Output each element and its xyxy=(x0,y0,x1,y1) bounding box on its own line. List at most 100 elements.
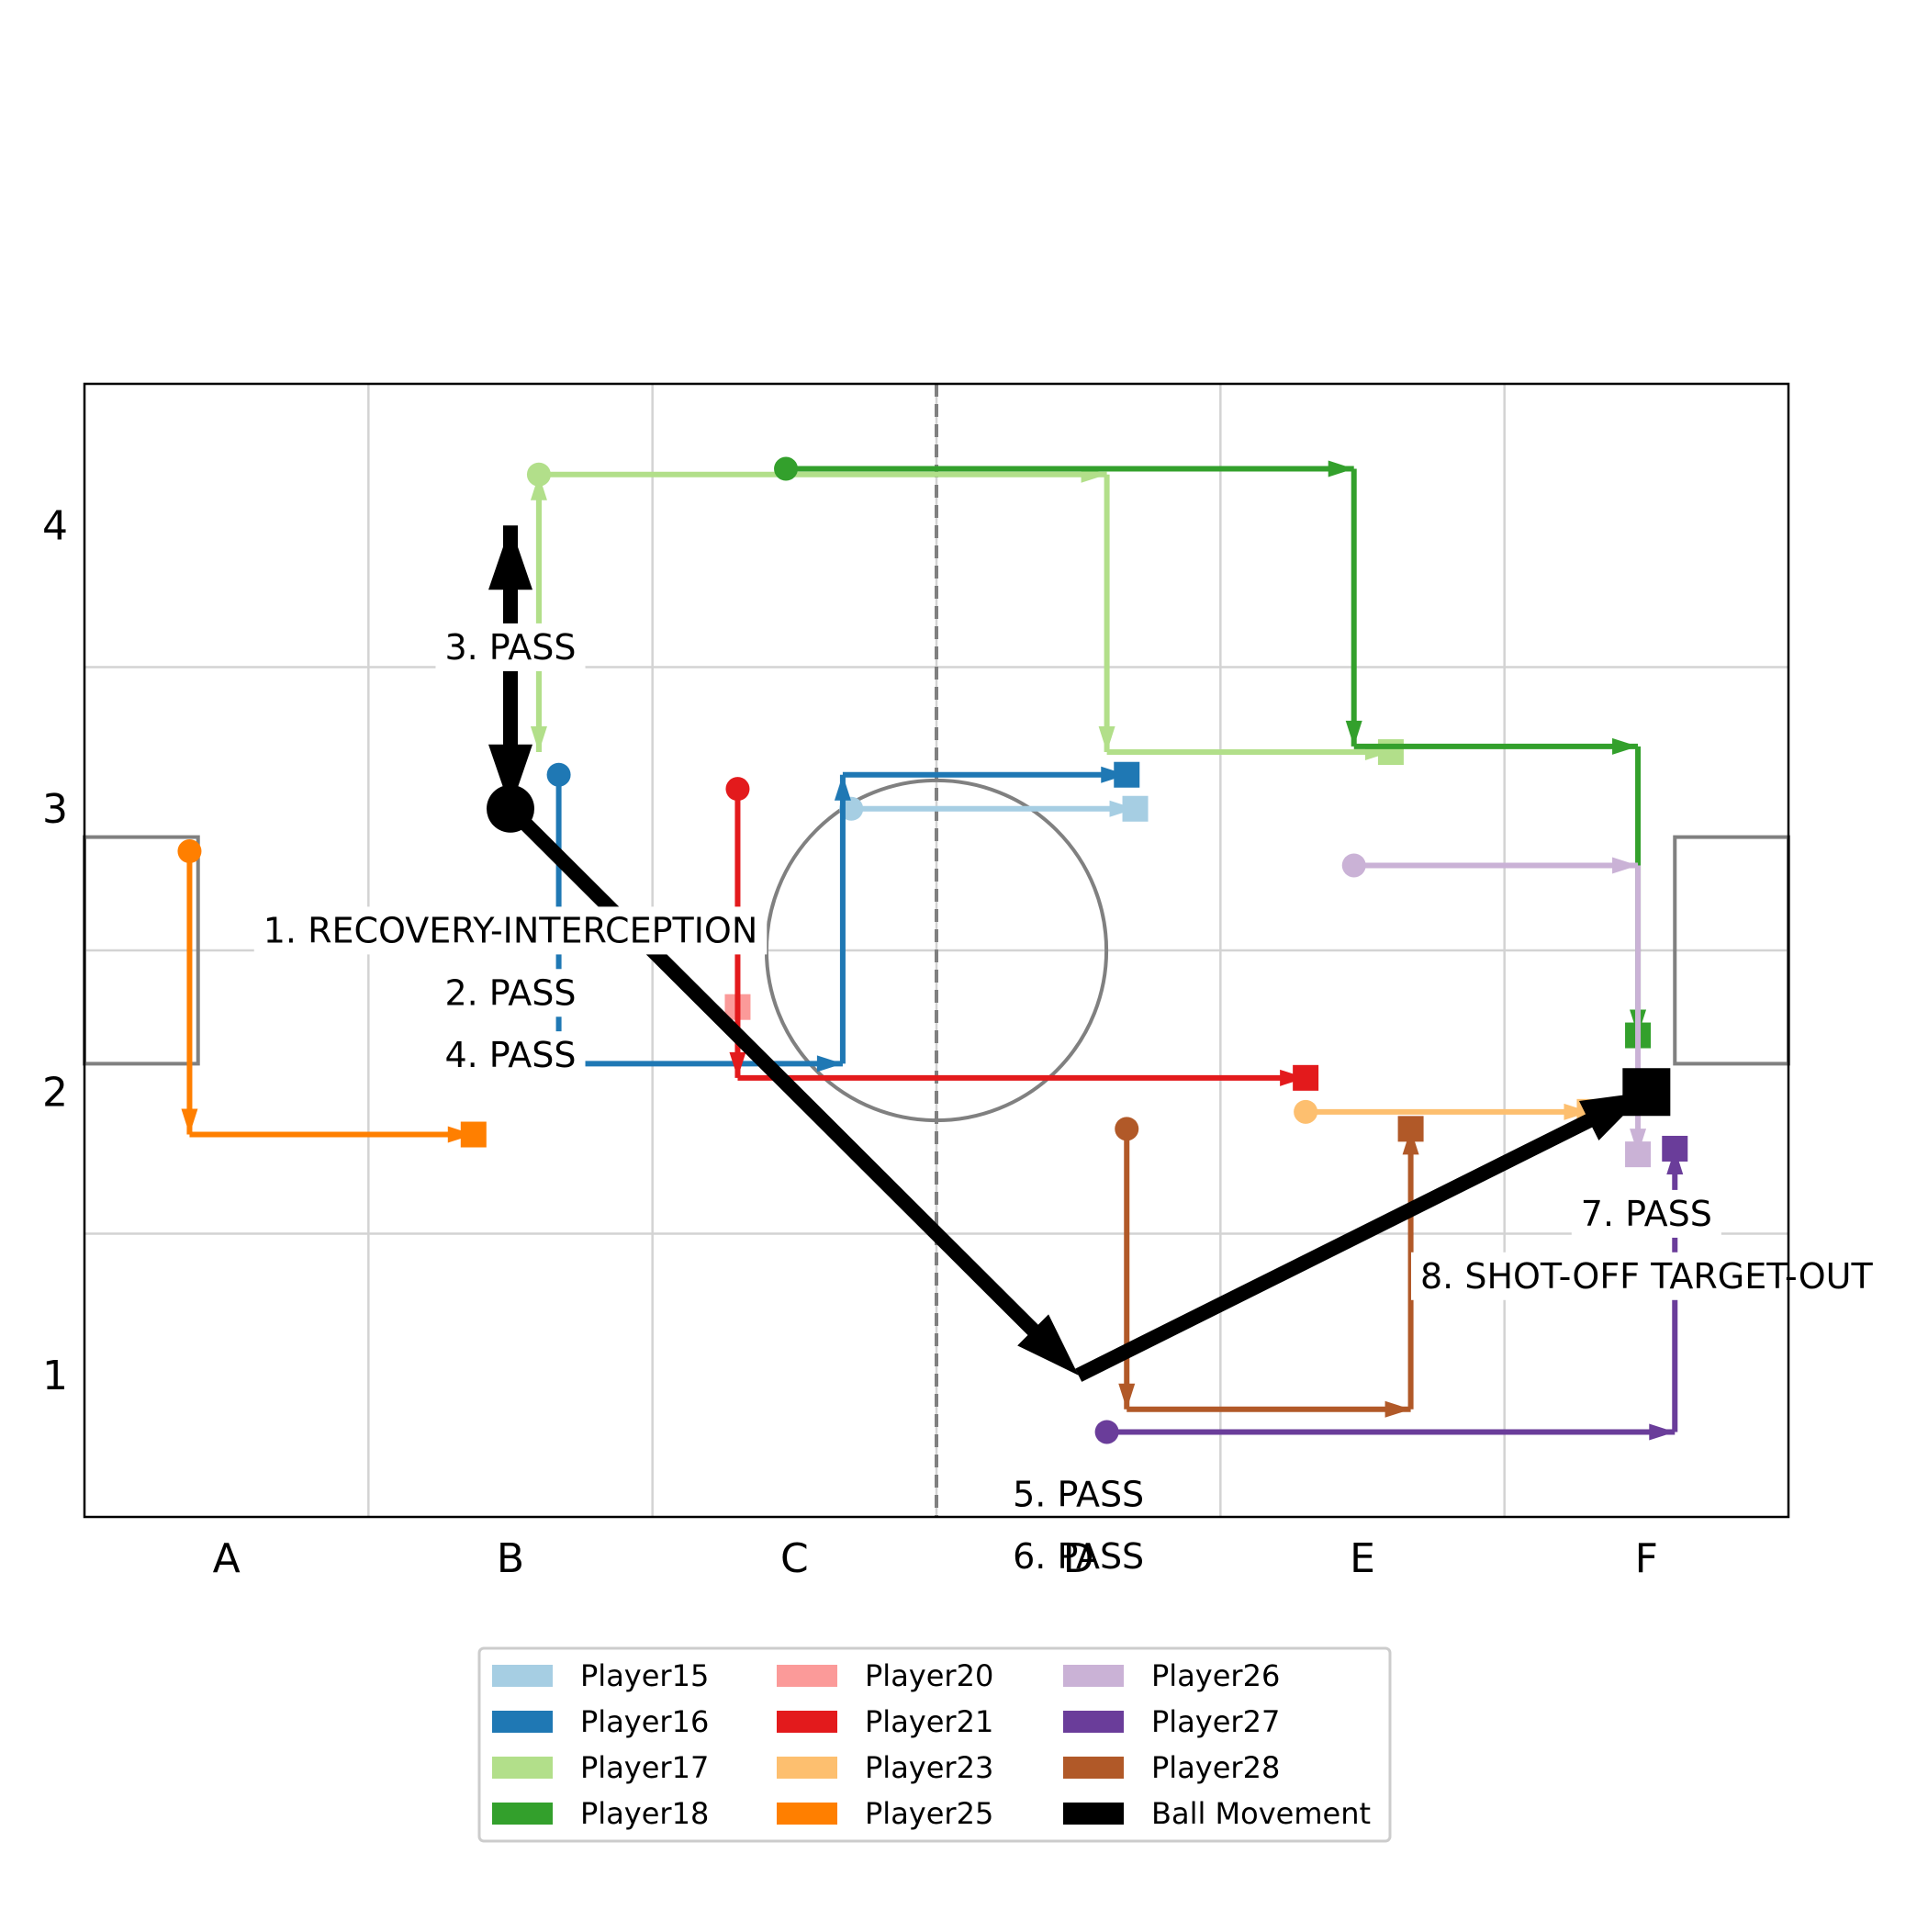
legend-label: Player25 xyxy=(865,1796,993,1831)
movement-arrowhead xyxy=(1098,726,1115,753)
y-tick-label: 3 xyxy=(42,786,68,833)
movement-arrowhead xyxy=(1345,720,1362,747)
legend-swatch xyxy=(1063,1757,1124,1779)
movement-arrowhead xyxy=(1612,857,1639,874)
track-player25 xyxy=(177,839,487,1148)
x-tick-label: B xyxy=(497,1535,524,1582)
event-label: 5. PASS xyxy=(1013,1474,1144,1514)
legend-label: Player20 xyxy=(865,1658,993,1693)
movement-arrowhead xyxy=(1649,1423,1676,1441)
event-label-box: 3. PASS xyxy=(435,623,586,671)
legend-swatch xyxy=(1063,1803,1124,1825)
legend-label: Player16 xyxy=(580,1704,709,1739)
legend-swatch xyxy=(777,1665,837,1687)
event-label: 4. PASS xyxy=(444,1035,576,1075)
y-tick-label: 1 xyxy=(42,1353,68,1399)
movement-arrowhead xyxy=(1118,1383,1136,1410)
ball-end-marker xyxy=(1622,1068,1671,1117)
movement-arrowhead xyxy=(1328,460,1354,477)
player-movements xyxy=(177,456,1688,1444)
legend-entry-player28: Player28 xyxy=(1063,1750,1280,1785)
legend-entry-player17: Player17 xyxy=(492,1750,709,1785)
start-marker xyxy=(1115,1117,1139,1141)
movement-arrowhead xyxy=(834,774,851,801)
event-label: 7. PASS xyxy=(1581,1194,1712,1234)
movement-arrowhead xyxy=(816,1055,843,1073)
event-label-background xyxy=(435,969,586,1017)
legend-entry-player20: Player20 xyxy=(777,1658,993,1693)
event-label: 6. PASS xyxy=(1013,1536,1144,1577)
legend-entry-player25: Player25 xyxy=(777,1796,993,1831)
end-marker xyxy=(1122,795,1149,822)
event-label-box: 1. RECOVERY-INTERCEPTION xyxy=(253,906,768,955)
track-player15 xyxy=(839,795,1149,822)
legend-entry-player27: Player27 xyxy=(1063,1704,1280,1739)
start-marker xyxy=(546,762,571,787)
legend-swatch xyxy=(777,1803,837,1825)
legend-swatch xyxy=(492,1757,553,1779)
ball-pass-line xyxy=(1075,1101,1618,1382)
legend-swatch xyxy=(777,1757,837,1779)
legend-label: Player21 xyxy=(865,1704,993,1739)
track-player21 xyxy=(725,777,1319,1091)
legend-label: Player23 xyxy=(865,1750,993,1785)
event-label-box: 8. SHOT-OFF TARGET-OUT xyxy=(1410,1252,1883,1300)
axis-ticks: A B C D E F 1 2 3 4 xyxy=(42,502,1658,1582)
event-label-box: 2. PASS xyxy=(435,969,586,1017)
end-marker xyxy=(1397,1116,1424,1142)
x-tick-label: D xyxy=(1063,1535,1094,1582)
event-label-background xyxy=(1003,1533,1154,1581)
x-tick-label: F xyxy=(1635,1535,1658,1582)
event-label-box: 4. PASS xyxy=(435,1031,586,1080)
event-label-background xyxy=(435,623,586,671)
end-marker xyxy=(460,1121,487,1148)
movement-arrowhead xyxy=(1612,737,1639,755)
track-player17 xyxy=(526,462,1404,766)
event-label-background xyxy=(253,906,768,955)
movement-arrowhead xyxy=(530,474,547,500)
y-tick-label: 4 xyxy=(42,502,68,549)
start-marker xyxy=(1094,1420,1119,1444)
end-marker xyxy=(1625,1141,1652,1168)
event-label-background xyxy=(435,1031,586,1080)
x-tick-label: E xyxy=(1350,1535,1375,1582)
legend-label: Player27 xyxy=(1151,1704,1280,1739)
legend-swatch xyxy=(1063,1711,1124,1733)
event-label-background xyxy=(1571,1189,1721,1238)
y-tick-label: 2 xyxy=(42,1069,68,1116)
legend-entry-ball-movement: Ball Movement xyxy=(1063,1796,1371,1831)
x-tick-label: C xyxy=(780,1535,809,1582)
legend-label: Ball Movement xyxy=(1151,1796,1371,1831)
end-marker xyxy=(1377,739,1404,766)
event-label-background xyxy=(1003,1470,1154,1519)
event-label: 1. RECOVERY-INTERCEPTION xyxy=(263,910,758,950)
movement-arrowhead xyxy=(181,1108,198,1135)
end-marker xyxy=(1662,1135,1688,1162)
start-marker xyxy=(526,462,551,487)
movement-arrowhead xyxy=(729,1051,746,1078)
legend-label: Player28 xyxy=(1151,1750,1280,1785)
axes-frame xyxy=(83,382,1790,1519)
track-player23 xyxy=(1294,1098,1603,1125)
legend-entry-player18: Player18 xyxy=(492,1796,709,1831)
event-label-box: 6. PASS xyxy=(1003,1533,1154,1581)
legend-entry-player23: Player23 xyxy=(777,1750,993,1785)
event-label-box: 5. PASS xyxy=(1003,1470,1154,1519)
legend-entry-player21: Player21 xyxy=(777,1704,993,1739)
start-marker xyxy=(177,839,202,864)
legend-swatch xyxy=(492,1711,553,1733)
x-tick-label: A xyxy=(213,1535,241,1582)
legend-entry-player16: Player16 xyxy=(492,1704,709,1739)
ball-start-marker xyxy=(487,784,534,833)
ball-pass-line xyxy=(505,803,1058,1355)
legend-entry-player15: Player15 xyxy=(492,1658,709,1693)
legend-frame xyxy=(477,1646,1392,1843)
ball-arrowhead xyxy=(488,744,532,809)
event-label: 3. PASS xyxy=(444,627,576,668)
legend-swatch xyxy=(777,1711,837,1733)
end-marker xyxy=(1293,1064,1319,1091)
event-label: 8. SHOT-OFF TARGET-OUT xyxy=(1420,1256,1873,1297)
track-player28 xyxy=(1115,1116,1424,1418)
legend-label: Player17 xyxy=(580,1750,709,1785)
